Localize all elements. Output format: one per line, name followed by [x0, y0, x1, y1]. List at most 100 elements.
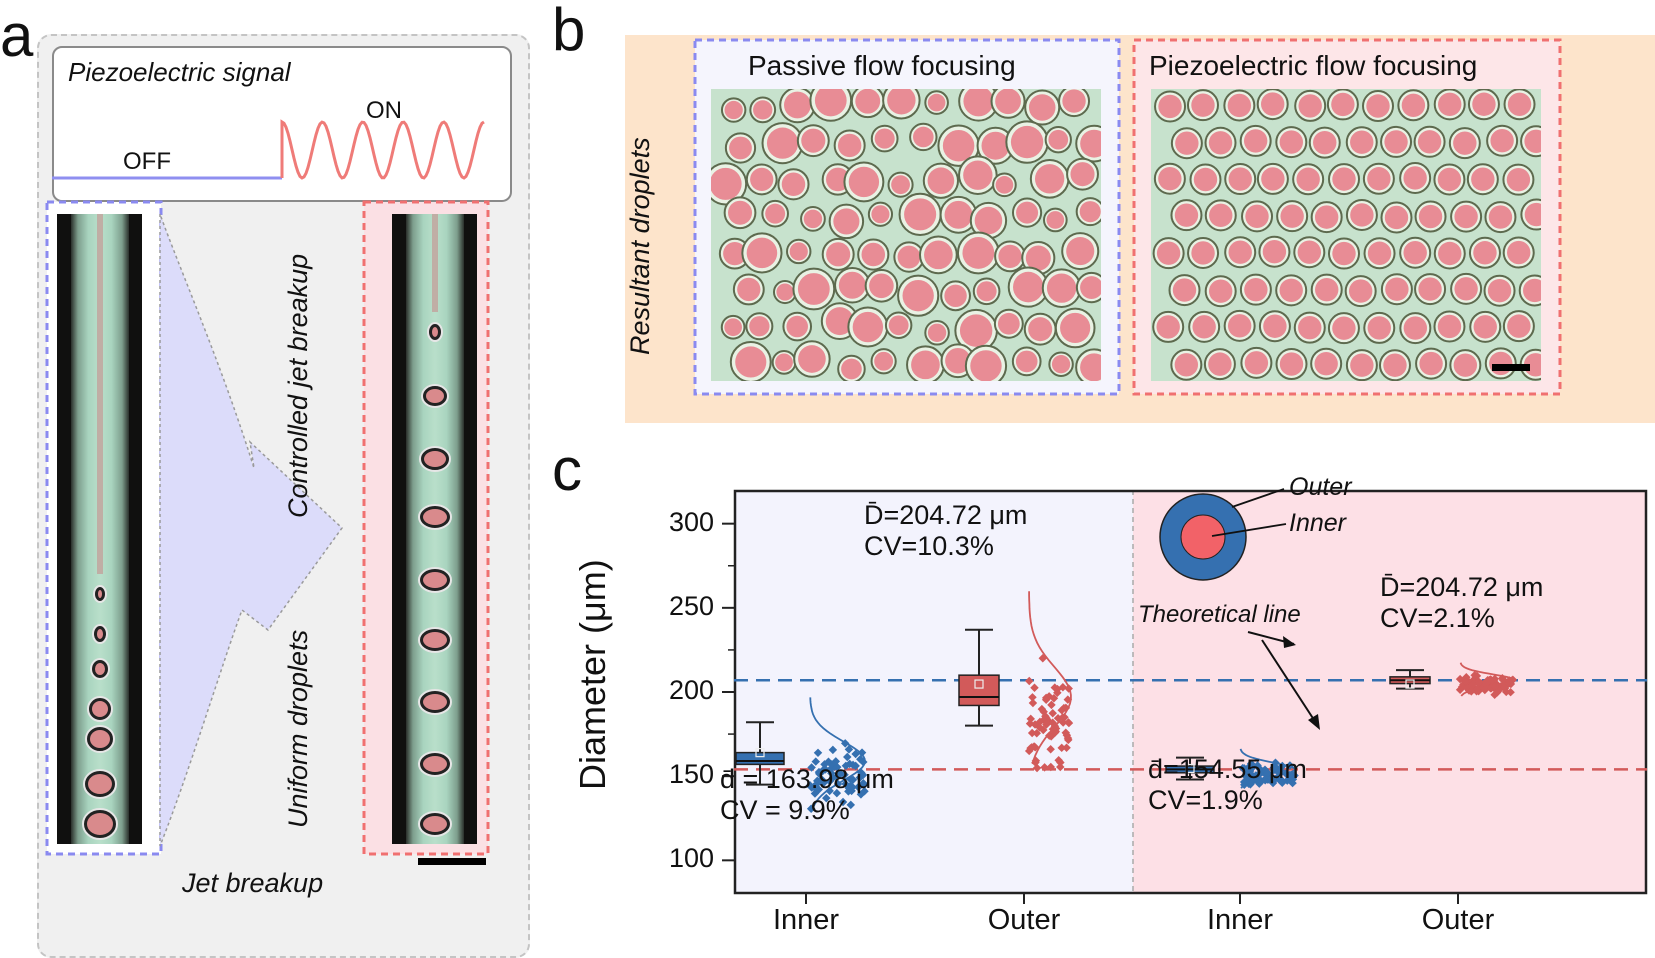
passive-droplet-inner-4	[855, 89, 881, 114]
piezo-droplet-inner-40	[1418, 204, 1443, 229]
passive-droplet-inner-8	[995, 89, 1021, 115]
data-point-1-38	[1046, 744, 1055, 754]
data-point-0-40	[855, 781, 864, 791]
mean-marker-2	[1185, 763, 1195, 774]
data-point-1-66	[1060, 713, 1069, 722]
passive-droplet-inner-83	[945, 347, 971, 374]
passive-droplet-inner-7	[963, 89, 994, 117]
passive-droplet-inner-29	[963, 160, 993, 190]
piezo-droplet-inner-72	[1367, 316, 1391, 340]
data-point-2-68	[1256, 766, 1266, 775]
right-droplet-core-8	[423, 816, 447, 832]
passive-droplet-inner-34	[765, 203, 786, 224]
data-point-1-40	[1063, 733, 1073, 743]
piezo-droplet-inner-57	[1244, 277, 1268, 302]
annot-piezo-inner-mean: d̄=154.55 μm	[1148, 754, 1307, 784]
passive-droplet-inner-12	[766, 127, 799, 159]
left-droplet-jet	[97, 214, 103, 574]
on-label: ON	[366, 97, 402, 124]
piezo-droplet-inner-85	[1453, 353, 1478, 377]
piezo-droplet-inner-37	[1314, 205, 1339, 229]
uniform-droplets-micrograph	[57, 214, 142, 844]
piezo-droplet-inner-21	[1524, 129, 1541, 153]
piezo-droplet-inner-1	[1191, 93, 1215, 117]
piezo-droplet-inner-58	[1279, 278, 1303, 303]
legend-inner-circle	[1180, 514, 1226, 560]
data-point-3-69	[1492, 688, 1502, 697]
passive-droplet-inner-69	[825, 307, 854, 336]
passive-droplet-inner-22	[711, 167, 742, 200]
passive-droplet-inner-58	[838, 271, 866, 299]
box-0	[735, 751, 785, 766]
passive-droplet-inner-62	[976, 281, 997, 302]
passive-droplet-inner-76	[1060, 312, 1091, 344]
data-point-0-47	[845, 759, 854, 769]
passive-droplet-inner-28	[927, 167, 955, 195]
piezo-droplets	[1152, 89, 1541, 381]
on-signal-wave	[280, 119, 485, 180]
data-point-3-67	[1475, 678, 1484, 688]
passive-droplet-inner-17	[942, 129, 975, 162]
data-point-1-68	[1046, 762, 1056, 772]
data-point-1-23	[1057, 743, 1066, 753]
piezo-droplet-inner-25	[1261, 167, 1285, 191]
piezo-droplet-inner-10	[1507, 92, 1532, 116]
data-point-1-56	[1037, 704, 1047, 714]
data-point-1-3	[1032, 728, 1042, 738]
right-droplet-core-1	[426, 389, 444, 403]
data-point-2-63	[1276, 766, 1285, 775]
data-point-3-50	[1506, 687, 1515, 697]
piezo-droplet-inner-46	[1228, 240, 1252, 264]
piezo-droplet-inner-36	[1280, 204, 1304, 228]
piezo-droplet-inner-61	[1385, 277, 1409, 301]
theoretical-line-label: Theoretical line	[1138, 601, 1301, 628]
data-point-1-1	[1028, 693, 1037, 702]
piezo-droplet-inner-18	[1417, 130, 1442, 154]
passive-droplet-inner-38	[904, 198, 937, 231]
data-point-2-64	[1269, 776, 1278, 786]
piezo-droplet-inner-83	[1383, 353, 1407, 377]
density-curve-0	[809, 697, 866, 810]
data-point-3-15	[1455, 685, 1465, 695]
passive-droplet-inner-3	[814, 89, 847, 117]
data-point-3-46	[1461, 677, 1470, 686]
legend-outer-label: Outer	[1289, 473, 1352, 501]
piezo-droplet-inner-34	[1209, 203, 1233, 228]
passive-droplet-inner-26	[848, 166, 880, 198]
passive-droplet-inner-77	[735, 346, 767, 378]
piezo-droplet-inner-69	[1263, 314, 1287, 338]
passive-droplet-inner-84	[970, 350, 1002, 381]
theoretical-arrowhead-outer	[1283, 636, 1296, 648]
piezo-droplet-inner-82	[1350, 353, 1374, 377]
piezo-droplet-inner-35	[1245, 204, 1269, 229]
piezo-droplet-inner-62	[1418, 277, 1442, 301]
piezo-droplet-inner-53	[1473, 241, 1497, 265]
passive-droplet-inner-41	[1016, 201, 1039, 224]
density-curve-2	[1239, 748, 1297, 789]
passive-droplet-inner-71	[888, 315, 909, 336]
theoretical-arrow-inner	[1261, 639, 1319, 727]
passive-title: Passive flow focusing	[748, 50, 1016, 81]
piezo-droplet-inner-14	[1279, 130, 1304, 154]
piezo-droplet-inner-48	[1297, 240, 1322, 264]
data-point-1-36	[1056, 758, 1065, 767]
data-point-0-38	[838, 797, 848, 807]
right-droplet-core-2	[424, 451, 446, 467]
passive-droplet-inner-23	[750, 167, 774, 192]
right-droplet-core-3	[423, 509, 447, 525]
piezo-droplet-inner-79	[1244, 351, 1269, 375]
passive-droplet-inner-85	[1015, 350, 1038, 373]
off-label: OFF	[123, 148, 171, 175]
data-point-2-66	[1269, 763, 1279, 772]
data-point-0-29	[813, 748, 823, 758]
y-tick-label-3: 250	[668, 590, 714, 621]
legend-inner-pointer	[1211, 523, 1287, 537]
piezo-droplet-inner-54	[1507, 240, 1531, 265]
data-point-3-68	[1467, 681, 1477, 690]
piezo-droplet-inner-7	[1401, 93, 1426, 117]
data-point-0-64	[817, 775, 826, 784]
data-point-1-65	[1053, 684, 1062, 694]
data-point-0-42	[828, 745, 838, 755]
passive-droplet-inner-32	[1070, 162, 1095, 187]
passive-droplet-inner-11	[729, 136, 752, 160]
